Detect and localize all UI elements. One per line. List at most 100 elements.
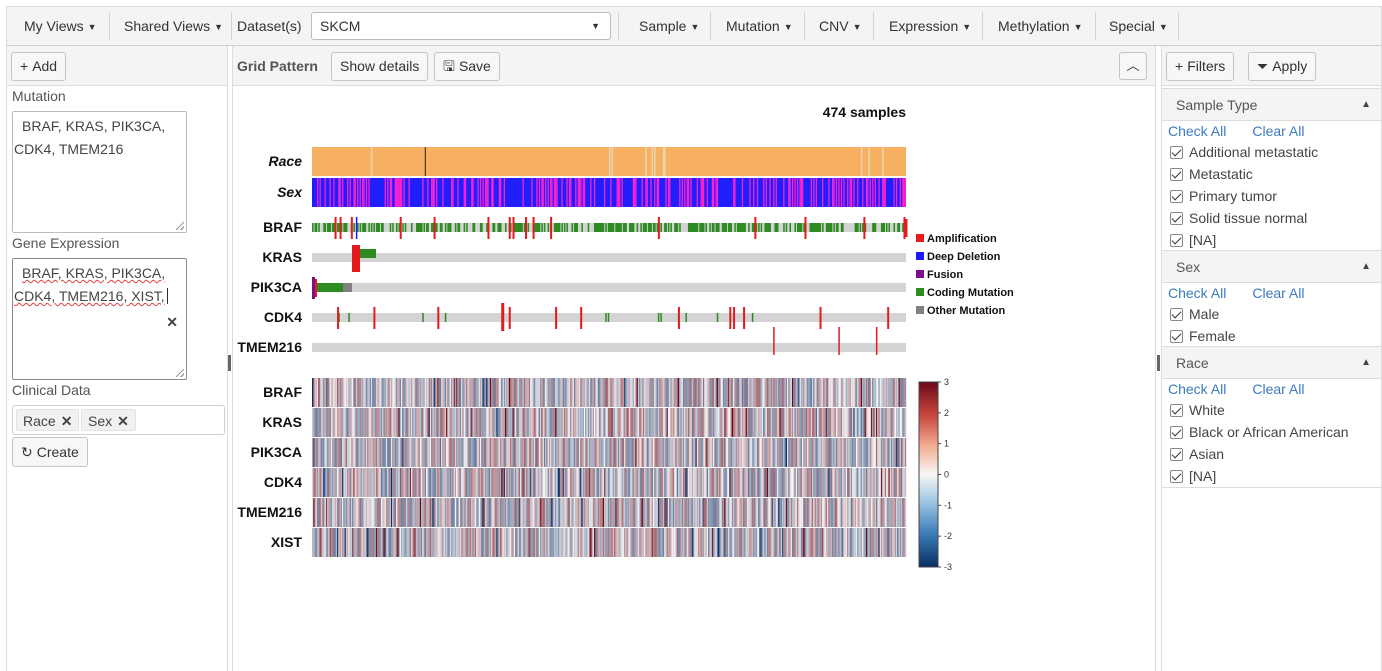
right-splitter-handle[interactable] bbox=[1157, 355, 1160, 371]
filter-option[interactable]: Additional metastatic bbox=[1162, 141, 1381, 163]
filter-option[interactable]: Solid tissue normal bbox=[1162, 207, 1381, 229]
filter-group-header[interactable]: Sex ▲ bbox=[1162, 251, 1381, 283]
checkbox-checked-icon[interactable] bbox=[1170, 168, 1183, 181]
amplification-cell bbox=[903, 219, 908, 237]
heatmap-cell bbox=[761, 378, 764, 407]
filter-option[interactable]: White bbox=[1162, 399, 1381, 421]
heatmap-cell bbox=[481, 408, 483, 437]
remove-tag-icon[interactable]: ✕ bbox=[60, 413, 73, 429]
heatmap-cell bbox=[755, 468, 758, 497]
clear-all-link[interactable]: Clear All bbox=[1252, 285, 1305, 301]
cnv-menu[interactable]: CNV ▼ bbox=[819, 7, 861, 45]
filter-option[interactable]: Primary tumor bbox=[1162, 185, 1381, 207]
color-scale-tick-label: -2 bbox=[944, 531, 952, 541]
checkbox-checked-icon[interactable] bbox=[1170, 190, 1183, 203]
heatmap-cell bbox=[771, 498, 774, 527]
heatmap-cell bbox=[453, 468, 456, 497]
heatmap-cell bbox=[377, 528, 379, 557]
checkbox-checked-icon[interactable] bbox=[1170, 212, 1183, 225]
save-button[interactable]: 🖫 Save bbox=[434, 52, 500, 81]
heatmap-cell bbox=[801, 528, 804, 557]
checkbox-checked-icon[interactable] bbox=[1170, 470, 1183, 483]
clear-all-link[interactable]: Clear All bbox=[1252, 381, 1305, 397]
filter-group-header[interactable]: Sample Type ▲ bbox=[1162, 89, 1381, 121]
apply-button[interactable]: ⏷ Apply bbox=[1248, 52, 1317, 81]
checkbox-checked-icon[interactable] bbox=[1170, 448, 1183, 461]
checkbox-checked-icon[interactable] bbox=[1170, 404, 1183, 417]
mutation-menu[interactable]: Mutation ▼ bbox=[726, 7, 793, 45]
sample-menu[interactable]: Sample ▼ bbox=[639, 7, 699, 45]
heatmap-cell bbox=[383, 498, 385, 527]
heatmap-cell bbox=[800, 408, 803, 437]
shared-views-label: Shared Views bbox=[124, 18, 211, 34]
filter-option[interactable]: Female bbox=[1162, 325, 1381, 347]
collapse-triangle-icon[interactable]: ▲ bbox=[1361, 261, 1371, 272]
heatmap-cell bbox=[899, 408, 902, 437]
heatmap-cell bbox=[464, 408, 467, 437]
heatmap-cell bbox=[571, 408, 573, 437]
remove-tag-icon[interactable]: ✕ bbox=[117, 413, 129, 429]
resize-grip-icon[interactable] bbox=[176, 369, 184, 377]
heatmap-cell bbox=[857, 408, 859, 437]
filters-button[interactable]: + Filters bbox=[1166, 52, 1235, 81]
check-all-link[interactable]: Check All bbox=[1168, 123, 1227, 139]
checkbox-checked-icon[interactable] bbox=[1170, 146, 1183, 159]
collapse-button[interactable]: ︿ bbox=[1119, 52, 1147, 80]
add-button[interactable]: + Add bbox=[11, 52, 67, 81]
heatmap-cell bbox=[872, 498, 874, 527]
mutation-genes-textarea[interactable]: BRAF, KRAS, PIK3CA, CDK4, TMEM216 bbox=[12, 111, 187, 233]
special-menu[interactable]: Special ▼ bbox=[1109, 7, 1168, 45]
sex-cell bbox=[813, 178, 815, 207]
heatmap-cell bbox=[778, 378, 780, 407]
collapse-triangle-icon[interactable]: ▲ bbox=[1361, 99, 1371, 110]
heatmap-cell bbox=[702, 438, 705, 467]
filter-option[interactable]: [NA] bbox=[1162, 465, 1381, 487]
filter-option[interactable]: Asian bbox=[1162, 443, 1381, 465]
heatmap-cell bbox=[631, 438, 634, 467]
checkbox-checked-icon[interactable] bbox=[1170, 330, 1183, 343]
filter-option[interactable]: Metastatic bbox=[1162, 163, 1381, 185]
collapse-triangle-icon[interactable]: ▲ bbox=[1361, 357, 1371, 368]
check-all-link[interactable]: Check All bbox=[1168, 285, 1227, 301]
heatmap-cell bbox=[603, 408, 606, 437]
filter-option[interactable]: [NA] bbox=[1162, 229, 1381, 251]
my-views-menu[interactable]: My Views ▼ bbox=[24, 7, 97, 45]
heatmap-cell bbox=[741, 378, 744, 407]
dataset-select[interactable]: SKCM ▼ bbox=[311, 12, 611, 40]
heatmap-cell bbox=[798, 408, 800, 437]
checkbox-checked-icon[interactable] bbox=[1170, 234, 1183, 247]
resize-grip-icon[interactable] bbox=[176, 222, 184, 230]
clear-text-icon[interactable]: ✕ bbox=[166, 314, 178, 330]
heatmap-cell bbox=[323, 528, 325, 557]
expression-menu[interactable]: Expression ▼ bbox=[889, 7, 971, 45]
heatmap-cell bbox=[758, 408, 760, 437]
heatmap-cell bbox=[533, 528, 536, 557]
filter-option[interactable]: Black or African American bbox=[1162, 421, 1381, 443]
checkbox-checked-icon[interactable] bbox=[1170, 308, 1183, 321]
heatmap-cell bbox=[750, 408, 753, 437]
heatmap-cell bbox=[893, 408, 895, 437]
mutation-cell bbox=[812, 223, 814, 232]
gene-expression-textarea[interactable]: BRAF, KRAS, PIK3CA, CDK4, TMEM216, XIST,… bbox=[12, 258, 187, 380]
methylation-menu[interactable]: Methylation ▼ bbox=[998, 7, 1083, 45]
amplification-cell bbox=[350, 217, 353, 239]
filter-group-header[interactable]: Race ▲ bbox=[1162, 347, 1381, 379]
heatmap-cell bbox=[414, 498, 417, 527]
clear-all-link[interactable]: Clear All bbox=[1252, 123, 1305, 139]
checkbox-checked-icon[interactable] bbox=[1170, 426, 1183, 439]
left-splitter-handle[interactable] bbox=[228, 355, 231, 371]
show-details-button[interactable]: Show details bbox=[331, 52, 429, 81]
clinical-data-selector[interactable]: Race ✕ Sex ✕ bbox=[12, 405, 225, 435]
heatmap-cell bbox=[403, 468, 405, 497]
heatmap-cell bbox=[474, 378, 477, 407]
heatmap-cell bbox=[697, 408, 700, 437]
heatmap-cell bbox=[578, 498, 581, 527]
shared-views-menu[interactable]: Shared Views ▼ bbox=[124, 7, 223, 45]
filter-option[interactable]: Male bbox=[1162, 303, 1381, 325]
create-button[interactable]: ↻ Create bbox=[12, 437, 88, 467]
heatmap-cell bbox=[705, 498, 707, 527]
heatmap-cell bbox=[573, 408, 576, 437]
heatmap-cell bbox=[448, 378, 451, 407]
race-cell bbox=[611, 147, 614, 176]
check-all-link[interactable]: Check All bbox=[1168, 381, 1227, 397]
